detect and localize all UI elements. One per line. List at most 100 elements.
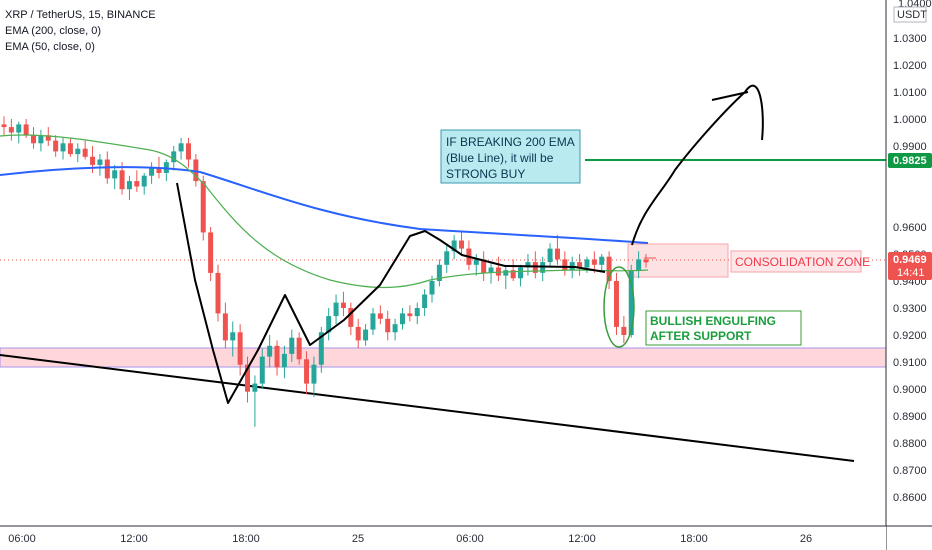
candle-down[interactable] [245,364,251,392]
candle-down[interactable] [459,240,465,249]
candle-down[interactable] [562,259,568,271]
candle-up[interactable] [318,332,324,365]
candle-up[interactable] [584,259,590,268]
candle-down[interactable] [407,313,413,317]
projection-arrow-path[interactable] [631,84,764,246]
consolidation-label[interactable]: CONSOLIDATION ZONE [730,250,870,273]
candle-down[interactable] [274,345,280,368]
candle-down[interactable] [119,170,125,190]
current-price-badge[interactable]: 0.9469 14:41 [888,252,932,280]
candle-up[interactable] [126,181,132,190]
candle-up[interactable] [628,270,634,335]
candle-down[interactable] [82,148,88,157]
candle-up[interactable] [141,175,147,187]
candle-up[interactable] [97,159,103,165]
candle-down[interactable] [45,135,51,141]
candle-down[interactable] [606,256,612,281]
candle-down[interactable] [185,143,191,160]
candle-down[interactable] [237,332,243,365]
candle-down[interactable] [156,167,162,173]
candle-down[interactable] [643,259,649,263]
candle-down[interactable] [554,248,560,260]
candle-down[interactable] [23,124,29,136]
candle-up[interactable] [149,167,155,176]
candle-down[interactable] [481,259,487,273]
candle-up[interactable] [267,345,273,357]
candle-down[interactable] [377,313,383,319]
candle-up[interactable] [488,267,494,273]
candle-down[interactable] [193,159,199,182]
candle-down[interactable] [208,232,214,273]
candle-up[interactable] [289,337,295,354]
candle-up[interactable] [281,353,287,368]
candle-up[interactable] [444,251,450,265]
candle-up[interactable] [473,259,479,265]
candle-up[interactable] [112,170,118,179]
currency-label[interactable]: USDT [893,6,927,23]
candle-down[interactable] [510,270,516,279]
candle-up[interactable] [60,143,66,152]
candle-down[interactable] [385,318,391,333]
candle-down[interactable] [621,326,627,335]
candle-down[interactable] [495,267,501,276]
candle-up[interactable] [230,332,236,341]
engulfing-callout[interactable]: BULLISH ENGULFING AFTER SUPPORT [645,310,802,346]
candle-up[interactable] [333,302,339,317]
candle-up[interactable] [363,329,369,341]
candle-down[interactable] [577,262,583,268]
candle-down[interactable] [200,181,206,233]
candle-up[interactable] [518,267,524,279]
chart-legend[interactable]: XRP / TetherUS, 15, BINANCE EMA (200, cl… [5,9,156,53]
candle-down[interactable] [296,337,302,360]
candle-up[interactable] [599,256,605,265]
candle-up[interactable] [171,151,177,163]
candle-up[interactable] [436,264,442,281]
candle-up[interactable] [252,383,258,392]
candle-up[interactable] [75,148,81,155]
candle-up[interactable] [38,135,44,144]
candle-up[interactable] [399,313,405,325]
candle-up[interactable] [392,324,398,333]
candle-up[interactable] [16,124,22,133]
candle-up[interactable] [422,294,428,309]
ema-200-line[interactable] [0,166,649,244]
ema-50-line[interactable] [0,134,649,289]
candle-down[interactable] [1,124,7,128]
ema-note-callout[interactable]: IF BREAKING 200 EMA (Blue Line), it will… [440,129,581,184]
candle-up[interactable] [636,259,642,271]
engulfing-highlight-ellipse[interactable] [603,266,635,348]
time-scale-panel[interactable] [0,526,886,550]
candle-down[interactable] [355,326,361,341]
candle-up[interactable] [451,240,457,252]
candle-up[interactable] [547,248,553,263]
candle-up[interactable] [178,143,184,152]
candle-down[interactable] [304,359,310,384]
candle-down[interactable] [104,159,110,179]
candle-down[interactable] [90,156,96,165]
candle-down[interactable] [67,143,73,155]
candle-down[interactable] [348,308,354,327]
candle-up[interactable] [525,262,531,268]
candle-up[interactable] [326,316,332,333]
candle-up[interactable] [414,308,420,317]
target-price-badge[interactable]: 0.9825 [888,153,932,168]
candle-up[interactable] [259,356,265,384]
drawn-price-path[interactable] [176,182,606,404]
candle-down[interactable] [340,302,346,308]
candle-down[interactable] [53,140,59,152]
candle-down[interactable] [591,259,597,265]
candle-down[interactable] [134,181,140,187]
candle-up[interactable] [503,270,509,276]
candle-up[interactable] [311,364,317,384]
candle-up[interactable] [370,313,376,330]
candle-down[interactable] [532,262,538,273]
support-zone[interactable] [0,347,887,368]
candle-up[interactable] [429,281,435,295]
candle-down[interactable] [215,272,221,314]
candle-down[interactable] [222,313,228,341]
descending-trendline[interactable] [0,354,855,462]
candle-down[interactable] [613,281,619,327]
candle-down[interactable] [31,135,37,144]
candle-down[interactable] [8,127,14,133]
